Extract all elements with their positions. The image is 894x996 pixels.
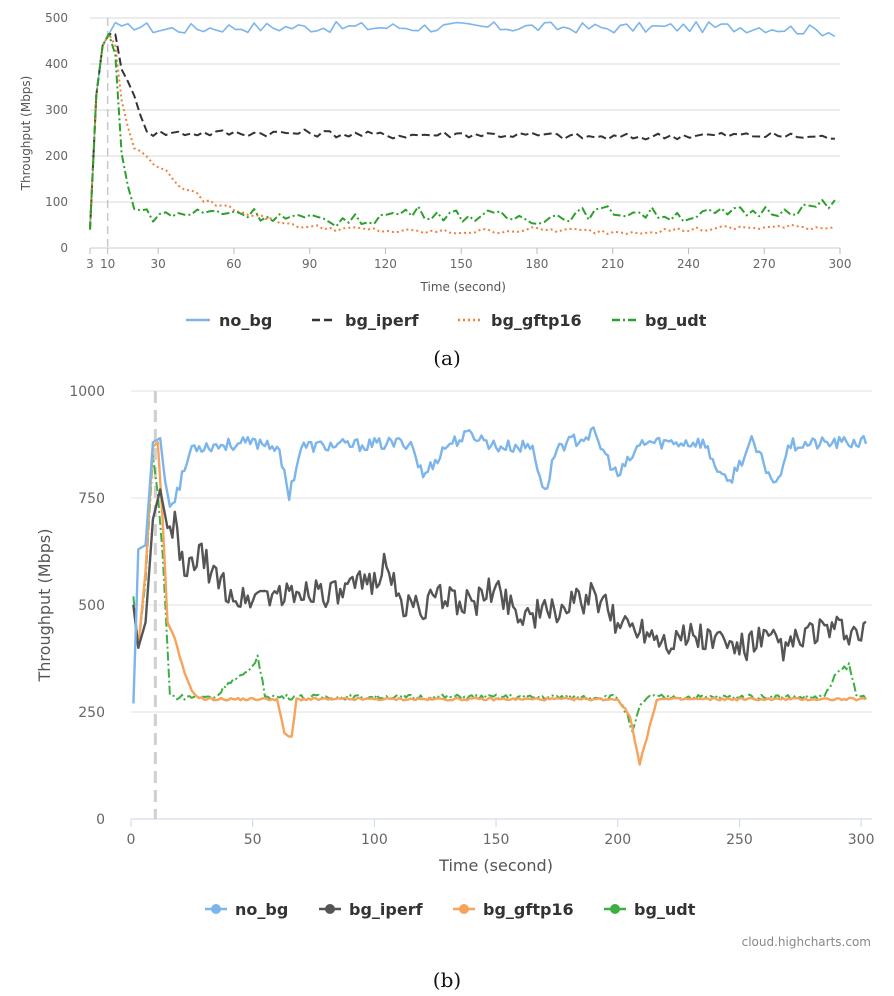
x-axis-title-b: Time (second)	[438, 856, 553, 875]
series-line-bg_gftp16	[132, 441, 867, 766]
y-tick-label-a: 400	[45, 57, 68, 71]
legend-label-bg_udt: bg_udt	[645, 311, 707, 330]
legend-item-bg_iperf: bg_iperf	[319, 900, 424, 919]
y-tick-label-b: 750	[78, 491, 105, 507]
series-line-bg_gftp16	[89, 33, 836, 235]
legend-item-bg_gftp16: bg_gftp16	[458, 311, 582, 330]
legend-label-bg_iperf: bg_iperf	[345, 311, 420, 330]
chart-a: 0 100 200 300 400 500 3 10 30 60 90 120 150 180 210 240…	[19, 11, 852, 370]
legend-label-bg_iperf: bg_iperf	[349, 900, 424, 919]
highcharts-credit: cloud.highcharts.com	[742, 935, 871, 949]
y-tick-label-a: 200	[45, 149, 68, 163]
legend-label-bg_gftp16: bg_gftp16	[491, 311, 582, 330]
x-tick-label-b: 250	[726, 832, 753, 848]
x-tick-label-b: 100	[361, 832, 388, 848]
x-tick-label-a: 210	[601, 257, 624, 271]
x-tick-label-b: 150	[483, 832, 510, 848]
y-tick-label-a: 500	[45, 11, 68, 25]
legend-item-bg_udt: bg_udt	[612, 311, 707, 330]
series-line-bg_iperf	[132, 488, 867, 662]
legend-label-no_bg: no_bg	[235, 900, 288, 919]
x-axis-title-a: Time (second)	[420, 280, 506, 294]
legend-item-bg_iperf: bg_iperf	[312, 311, 420, 330]
y-axis-title-b: Throughput (Mbps)	[35, 529, 54, 683]
legend-label-bg_gftp16: bg_gftp16	[483, 900, 574, 919]
legend-marker-bg_gftp16	[459, 904, 469, 914]
legend-item-bg_gftp16: bg_gftp16	[453, 900, 574, 919]
x-tick-label-a: 90	[302, 257, 317, 271]
y-tick-label-b: 500	[78, 598, 105, 614]
caption-b: (b)	[433, 968, 461, 992]
legend-item-no_bg: no_bg	[186, 311, 272, 330]
caption-a: (a)	[433, 346, 461, 370]
legend-label-bg_udt: bg_udt	[634, 900, 696, 919]
x-tick-label-a: 300	[829, 257, 852, 271]
x-tick-label-a: 120	[374, 257, 397, 271]
y-axis-title-a: Throughput (Mbps)	[19, 76, 33, 192]
series-line-bg_udt	[89, 33, 836, 230]
y-tick-label-b: 0	[96, 812, 105, 828]
x-tick-label-a: 3	[86, 257, 94, 271]
x-tick-label-a: 150	[450, 257, 473, 271]
legend-marker-bg_udt	[610, 904, 620, 914]
y-tick-label-a: 0	[60, 241, 68, 255]
y-tick-label-a: 300	[45, 103, 68, 117]
x-tick-label-a: 180	[526, 257, 549, 271]
x-tick-label-a: 240	[677, 257, 700, 271]
y-tick-label-a: 100	[45, 195, 68, 209]
x-tick-label-a: 10	[100, 257, 115, 271]
series-line-bg_iperf	[89, 33, 835, 230]
x-tick-label-a: 60	[226, 257, 241, 271]
legend-marker-bg_iperf	[325, 904, 335, 914]
series-line-bg_udt	[132, 454, 867, 733]
x-tick-label-b: 300	[848, 832, 875, 848]
chart-b: 0 250 500 750 1000 0 50 100 150 200 250 300 Time (se…	[35, 384, 875, 992]
x-tick-label-a: 30	[151, 257, 166, 271]
x-tick-label-a: 270	[753, 257, 776, 271]
x-tick-label-b: 200	[604, 832, 631, 848]
y-tick-label-b: 250	[78, 705, 105, 721]
legend-marker-no_bg	[211, 904, 221, 914]
series-line-no_bg	[89, 20, 836, 230]
series-line-no_bg	[132, 426, 868, 704]
legend-item-no_bg: no_bg	[205, 900, 288, 919]
x-tick-label-b: 0	[127, 832, 136, 848]
y-tick-label-b: 1000	[69, 384, 105, 400]
legend-item-bg_udt: bg_udt	[604, 900, 696, 919]
legend-label-no_bg: no_bg	[219, 311, 272, 330]
x-tick-label-b: 50	[244, 832, 262, 848]
